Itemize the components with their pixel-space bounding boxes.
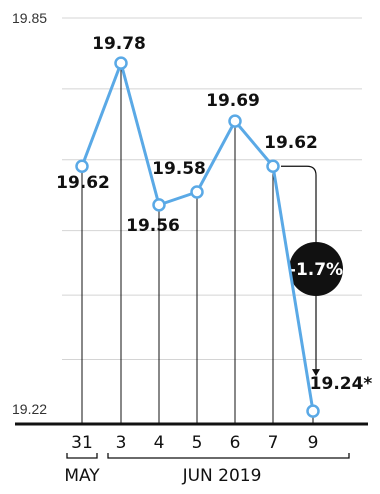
- change-badge-label: -1.7%: [289, 260, 343, 280]
- data-label: 19.62: [264, 133, 318, 153]
- data-point: [75, 159, 89, 173]
- x-tick-label: 31: [71, 433, 93, 453]
- x-tick-label: 7: [268, 433, 279, 453]
- group-bracket-may: [66, 453, 98, 459]
- change-badge: [289, 242, 343, 296]
- group-bracket-jun: [107, 453, 350, 459]
- change-annotation: -1.7%: [281, 165, 343, 377]
- x-tick-label: 4: [154, 433, 165, 453]
- data-label: 19.58: [152, 159, 206, 179]
- data-point: [152, 198, 166, 212]
- y-tick-label-max: 19.85: [12, 10, 47, 26]
- data-label: 19.62: [56, 173, 110, 193]
- x-tick-label: 9: [308, 433, 319, 453]
- y-tick-label-min: 19.22: [12, 401, 47, 417]
- data-point: [114, 56, 128, 70]
- x-tick-label: 5: [192, 433, 203, 453]
- group-label-jun: JUN 2019: [182, 466, 262, 486]
- data-label: 19.78: [92, 34, 146, 54]
- data-point: [306, 404, 320, 418]
- data-point: [228, 114, 242, 128]
- data-label: 19.69: [206, 91, 260, 111]
- data-point: [266, 159, 280, 173]
- x-tick-labels: 31 3 4 5 6 7 9: [71, 433, 318, 453]
- x-tick-label: 3: [116, 433, 127, 453]
- data-points: [75, 56, 320, 418]
- arrowhead-icon: [312, 369, 320, 377]
- x-axis-groups: MAY JUN 2019: [64, 453, 350, 486]
- data-label: 19.24*: [310, 374, 373, 394]
- change-bracket: [281, 165, 317, 376]
- data-labels: 19.62 19.78 19.56 19.58 19.69 19.62 19.24*: [56, 34, 372, 394]
- data-label: 19.56: [126, 216, 180, 236]
- data-point: [190, 185, 204, 199]
- group-label-may: MAY: [64, 466, 100, 486]
- drop-lines: [81, 63, 314, 424]
- x-tick-label: 6: [230, 433, 241, 453]
